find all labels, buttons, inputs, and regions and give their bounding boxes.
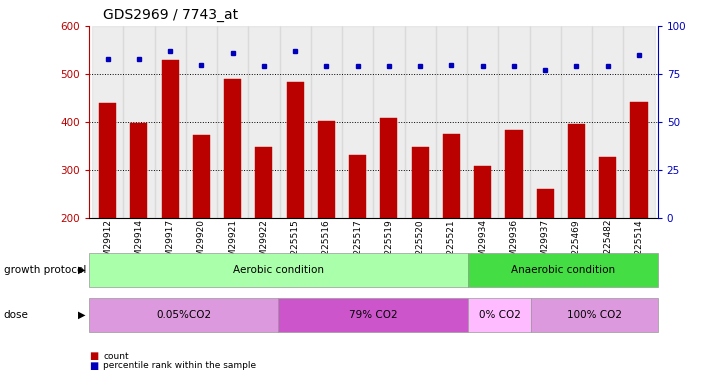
Bar	[373, 26, 405, 218]
Text: count: count	[103, 352, 129, 361]
Bar	[474, 166, 491, 218]
Bar	[592, 26, 624, 218]
Bar	[248, 26, 279, 218]
Bar	[468, 253, 658, 287]
Bar	[279, 298, 468, 332]
Bar	[537, 189, 554, 217]
Bar	[186, 26, 217, 218]
Text: Anaerobic condition: Anaerobic condition	[510, 265, 615, 275]
Text: 79% CO2: 79% CO2	[349, 310, 397, 320]
Bar	[89, 298, 279, 332]
Text: 100% CO2: 100% CO2	[567, 310, 622, 320]
Bar	[568, 124, 585, 218]
Text: Aerobic condition: Aerobic condition	[233, 265, 324, 275]
Bar	[342, 26, 373, 218]
Text: 0.05%CO2: 0.05%CO2	[156, 310, 211, 320]
Text: growth protocol: growth protocol	[4, 265, 86, 275]
Bar	[599, 157, 616, 218]
Bar	[380, 118, 397, 218]
Bar	[349, 155, 366, 218]
Bar	[287, 82, 304, 218]
Bar	[224, 79, 241, 218]
Bar	[255, 147, 272, 218]
Text: percentile rank within the sample: percentile rank within the sample	[103, 361, 256, 370]
Bar	[561, 26, 592, 218]
Text: ▶: ▶	[78, 265, 86, 275]
Bar	[531, 298, 658, 332]
Bar	[154, 26, 186, 218]
Bar	[631, 102, 648, 217]
Text: ■: ■	[89, 351, 98, 361]
Bar	[130, 123, 147, 218]
Bar	[123, 26, 154, 218]
Bar	[193, 135, 210, 218]
Bar	[467, 26, 498, 218]
Bar	[161, 60, 178, 217]
Bar	[89, 253, 468, 287]
Text: dose: dose	[4, 310, 28, 320]
Bar	[436, 26, 467, 218]
Text: GDS2969 / 7743_at: GDS2969 / 7743_at	[103, 9, 238, 22]
Bar	[311, 26, 342, 218]
Bar	[498, 26, 530, 218]
Text: 0% CO2: 0% CO2	[479, 310, 520, 320]
Bar	[412, 147, 429, 218]
Bar	[405, 26, 436, 218]
Bar	[217, 26, 248, 218]
Text: ■: ■	[89, 361, 98, 370]
Bar	[279, 26, 311, 218]
Bar	[99, 103, 116, 218]
Bar	[624, 26, 655, 218]
Bar	[530, 26, 561, 218]
Text: ▶: ▶	[78, 310, 86, 320]
Bar	[506, 130, 523, 218]
Bar	[92, 26, 123, 218]
Bar	[443, 134, 460, 218]
Bar	[468, 298, 531, 332]
Bar	[318, 122, 335, 218]
